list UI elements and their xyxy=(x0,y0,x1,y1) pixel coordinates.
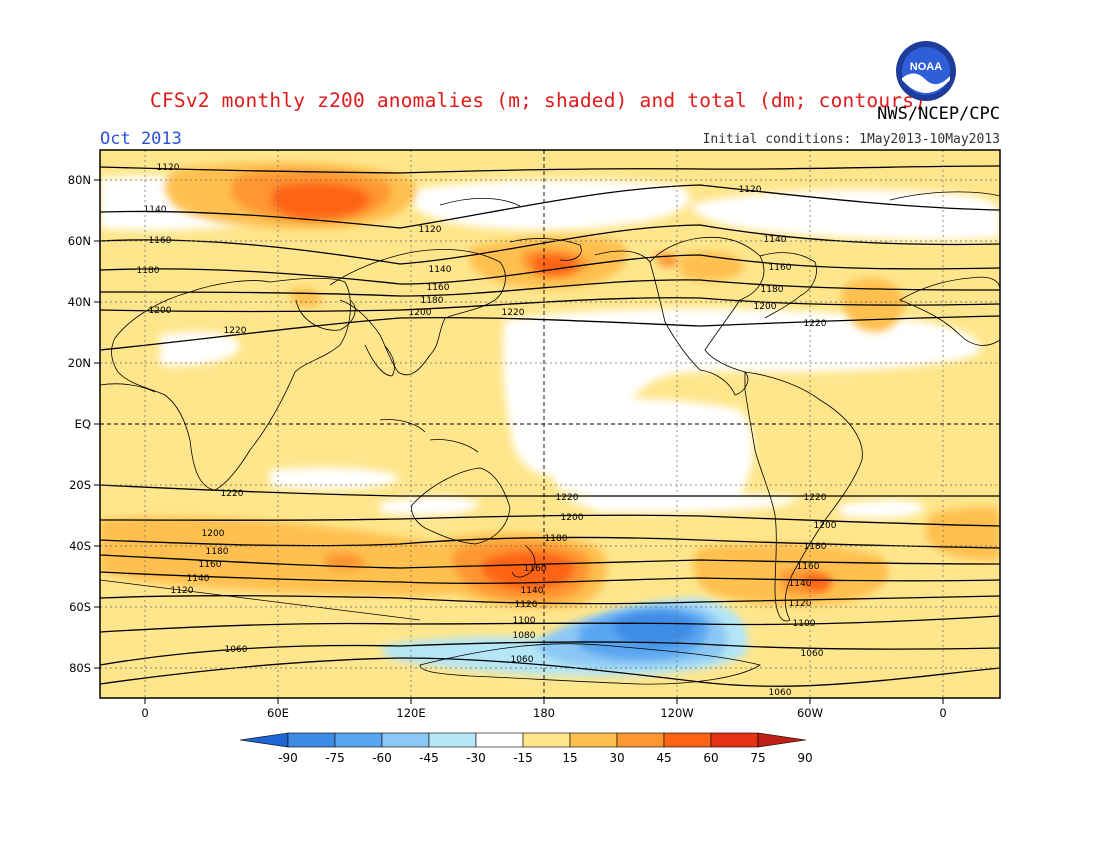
svg-text:1200: 1200 xyxy=(754,302,777,312)
colorbar-tick-label: 30 xyxy=(609,751,624,765)
svg-text:1200: 1200 xyxy=(561,513,584,523)
svg-text:120E: 120E xyxy=(396,706,425,720)
svg-text:1160: 1160 xyxy=(427,283,450,293)
colorbar-swatch xyxy=(428,732,477,748)
svg-text:1180: 1180 xyxy=(761,285,784,295)
svg-text:1200: 1200 xyxy=(149,306,172,316)
svg-text:1180: 1180 xyxy=(206,547,229,557)
svg-text:1160: 1160 xyxy=(769,263,792,273)
colorbar-tick-label: -60 xyxy=(372,751,392,765)
forecast-month: Oct 2013 xyxy=(100,129,182,149)
svg-text:60W: 60W xyxy=(797,706,823,720)
svg-text:1120: 1120 xyxy=(157,163,180,173)
colorbar-swatch xyxy=(663,732,712,748)
graticule xyxy=(100,150,1000,698)
colorbar-tick-label: 75 xyxy=(750,751,765,765)
coastline-layer xyxy=(100,191,1000,685)
svg-text:80S: 80S xyxy=(69,661,91,675)
colorbar-tick-label: -15 xyxy=(513,751,533,765)
map-title: CFSv2 monthly z200 anomalies (m; shaded)… xyxy=(150,89,927,112)
svg-text:1160: 1160 xyxy=(199,560,222,570)
noaa-logo-icon: NOAA xyxy=(896,41,956,101)
initial-conditions: Initial conditions: 1May2013-10May2013 xyxy=(702,132,1000,147)
svg-text:1120: 1120 xyxy=(789,599,812,609)
svg-text:60S: 60S xyxy=(69,600,91,614)
svg-text:1220: 1220 xyxy=(224,326,247,336)
svg-text:1220: 1220 xyxy=(556,493,579,503)
svg-text:0: 0 xyxy=(141,706,148,720)
agency-label: NWS/NCEP/CPC xyxy=(877,104,1000,124)
svg-text:1120: 1120 xyxy=(171,586,194,596)
svg-text:1220: 1220 xyxy=(804,319,827,329)
svg-text:1060: 1060 xyxy=(769,688,792,698)
latitude-ticks xyxy=(94,179,100,669)
svg-text:1160: 1160 xyxy=(524,564,547,574)
svg-text:60N: 60N xyxy=(68,234,91,248)
colorbar-swatch xyxy=(287,732,336,748)
colorbar-swatch xyxy=(569,732,618,748)
svg-text:1220: 1220 xyxy=(804,493,827,503)
latitude-labels: 80N 60N 40N 20N EQ 20S 40S 60S 80S xyxy=(68,173,91,675)
svg-text:1120: 1120 xyxy=(515,600,538,610)
svg-text:40N: 40N xyxy=(68,295,91,309)
svg-text:1200: 1200 xyxy=(409,308,432,318)
colorbar-tick-label: 45 xyxy=(656,751,671,765)
colorbar-tick-label: 15 xyxy=(562,751,577,765)
colorbar-tick-label: 90 xyxy=(797,751,812,765)
colorbar: -90 -75 -60 -45 -30 -15 15 30 45 60 75 90 xyxy=(239,732,813,765)
svg-text:NOAA: NOAA xyxy=(910,61,942,73)
svg-text:20S: 20S xyxy=(69,478,91,492)
svg-text:1180: 1180 xyxy=(137,266,160,276)
svg-text:1100: 1100 xyxy=(513,616,536,626)
svg-text:80N: 80N xyxy=(68,173,91,187)
svg-text:EQ: EQ xyxy=(75,417,91,431)
svg-text:60E: 60E xyxy=(267,706,289,720)
svg-text:1160: 1160 xyxy=(797,562,820,572)
svg-text:1140: 1140 xyxy=(521,586,544,596)
contour-labels: 1120 1140 1120 1120 1160 1140 1140 1180 … xyxy=(137,163,837,698)
colorbar-arrow-left xyxy=(239,732,289,748)
svg-text:1140: 1140 xyxy=(429,265,452,275)
svg-text:1220: 1220 xyxy=(221,489,244,499)
svg-text:1060: 1060 xyxy=(801,649,824,659)
svg-text:1140: 1140 xyxy=(764,235,787,245)
svg-text:1200: 1200 xyxy=(814,521,837,531)
svg-text:40S: 40S xyxy=(69,539,91,553)
svg-text:120W: 120W xyxy=(660,706,693,720)
colorbar-swatch xyxy=(616,732,665,748)
colorbar-tick-label: -45 xyxy=(419,751,439,765)
colorbar-swatch xyxy=(334,732,383,748)
longitude-ticks xyxy=(144,698,944,704)
svg-text:1060: 1060 xyxy=(511,655,534,665)
colorbar-tick-label: -75 xyxy=(325,751,345,765)
colorbar-tick-label: -30 xyxy=(466,751,486,765)
svg-text:0: 0 xyxy=(939,706,946,720)
svg-text:1080: 1080 xyxy=(513,631,536,641)
svg-text:1220: 1220 xyxy=(502,308,525,318)
colorbar-swatch xyxy=(710,732,759,748)
svg-text:1120: 1120 xyxy=(739,185,762,195)
colorbar-tick-label: -90 xyxy=(278,751,298,765)
longitude-labels: 0 60E 120E 180 120W 60W 0 xyxy=(141,706,946,720)
svg-text:1180: 1180 xyxy=(545,534,568,544)
svg-text:180: 180 xyxy=(533,706,555,720)
colorbar-swatch xyxy=(475,732,524,748)
svg-text:1180: 1180 xyxy=(421,296,444,306)
colorbar-swatch xyxy=(381,732,430,748)
svg-text:1140: 1140 xyxy=(187,574,210,584)
svg-text:1100: 1100 xyxy=(793,619,816,629)
colorbar-arrow-right xyxy=(757,732,807,748)
svg-text:20N: 20N xyxy=(68,356,91,370)
svg-text:1060: 1060 xyxy=(225,645,248,655)
svg-text:1120: 1120 xyxy=(419,225,442,235)
svg-text:1140: 1140 xyxy=(789,579,812,589)
colorbar-tick-label: 60 xyxy=(703,751,718,765)
svg-text:1180: 1180 xyxy=(804,542,827,552)
svg-text:1200: 1200 xyxy=(202,529,225,539)
colorbar-swatch xyxy=(522,732,571,748)
svg-text:1140: 1140 xyxy=(144,205,167,215)
equator-dateline xyxy=(100,150,1000,698)
